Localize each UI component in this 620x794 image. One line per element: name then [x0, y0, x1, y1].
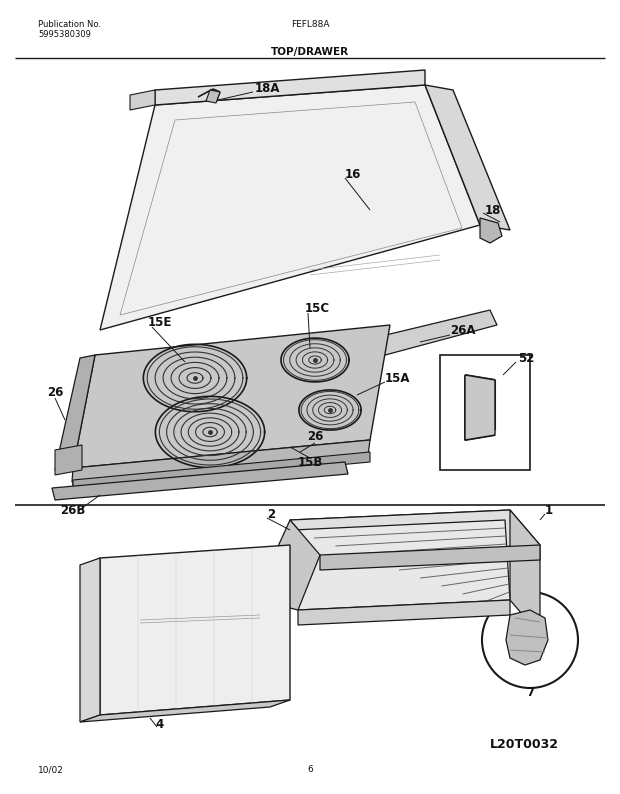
- Polygon shape: [52, 462, 348, 500]
- Polygon shape: [480, 218, 502, 243]
- Text: 26: 26: [307, 430, 323, 444]
- Polygon shape: [506, 610, 548, 665]
- Polygon shape: [155, 70, 425, 105]
- Polygon shape: [425, 85, 510, 230]
- Polygon shape: [298, 600, 510, 625]
- Text: 52: 52: [518, 352, 534, 364]
- Text: 18: 18: [485, 203, 502, 217]
- Bar: [440, 355, 530, 470]
- Text: 2: 2: [267, 508, 275, 522]
- Text: TOP/DRAWER: TOP/DRAWER: [271, 47, 349, 57]
- Polygon shape: [100, 545, 290, 715]
- Polygon shape: [55, 355, 95, 470]
- Circle shape: [467, 323, 472, 329]
- Circle shape: [148, 473, 153, 479]
- Text: Publication No.: Publication No.: [38, 20, 101, 29]
- Circle shape: [392, 344, 397, 349]
- Circle shape: [298, 461, 303, 465]
- Circle shape: [228, 467, 232, 472]
- Polygon shape: [72, 440, 370, 482]
- Polygon shape: [55, 445, 82, 475]
- Text: 4: 4: [155, 719, 163, 731]
- Text: 16: 16: [345, 168, 361, 182]
- Polygon shape: [265, 520, 320, 610]
- Text: 10/02: 10/02: [38, 765, 64, 774]
- Polygon shape: [73, 452, 370, 490]
- Polygon shape: [365, 310, 497, 358]
- Text: 7: 7: [526, 687, 534, 700]
- Polygon shape: [80, 558, 100, 722]
- Text: 1: 1: [545, 503, 553, 517]
- Polygon shape: [290, 510, 540, 555]
- Polygon shape: [465, 375, 495, 440]
- Text: 26: 26: [47, 387, 63, 399]
- Text: L20T0032: L20T0032: [490, 738, 559, 751]
- Polygon shape: [320, 545, 540, 570]
- Text: 6: 6: [307, 765, 313, 774]
- Text: 18A: 18A: [255, 82, 280, 94]
- Polygon shape: [130, 90, 155, 110]
- Polygon shape: [293, 520, 510, 610]
- Polygon shape: [290, 510, 510, 530]
- Text: 15E: 15E: [148, 315, 172, 329]
- Text: 5995380309: 5995380309: [38, 30, 91, 39]
- Polygon shape: [80, 700, 290, 722]
- Polygon shape: [100, 85, 480, 330]
- Text: 15B: 15B: [298, 456, 322, 468]
- Text: 15C: 15C: [305, 302, 330, 314]
- Text: 26A: 26A: [450, 323, 476, 337]
- Circle shape: [443, 330, 448, 336]
- Circle shape: [73, 481, 78, 487]
- Text: FEFL88A: FEFL88A: [291, 20, 329, 29]
- Circle shape: [482, 592, 578, 688]
- Text: 15A: 15A: [385, 372, 410, 384]
- Polygon shape: [73, 325, 390, 468]
- Polygon shape: [206, 90, 220, 103]
- Polygon shape: [510, 510, 540, 635]
- Text: 26B: 26B: [60, 503, 86, 517]
- Circle shape: [417, 337, 422, 342]
